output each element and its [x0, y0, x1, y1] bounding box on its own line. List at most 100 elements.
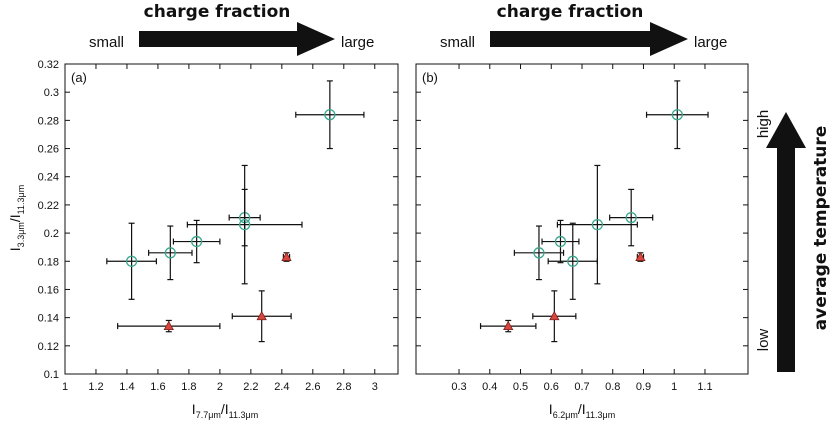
x-tick-label-b: 0.8 — [605, 381, 620, 393]
temperature-arrow — [766, 112, 806, 372]
triangle-point-b — [635, 251, 646, 262]
y-tick-label-a: 0.26 — [38, 144, 59, 156]
x-tick-label-b: 0.5 — [513, 381, 528, 393]
x-axis-label-b-sub2: 11.3μm — [586, 410, 616, 420]
y-tick-label-a: 0.18 — [38, 256, 59, 268]
low-label: low — [755, 329, 772, 352]
x-axis-label-b-slash: /I — [578, 401, 586, 417]
circle-point-b — [556, 164, 638, 285]
x-axis-label-b-sub1: 6.2μm — [553, 410, 578, 420]
x-tick-label-a: 2.4 — [274, 381, 289, 393]
x-axis-label-a-sub2: 11.3μm — [229, 410, 259, 420]
circle-marker — [125, 255, 138, 267]
x-axis-label-a-slash: /I — [221, 401, 229, 417]
large-label-b: large — [694, 34, 727, 51]
y-tick-label-a: 0.1 — [44, 369, 59, 381]
axis-ticks-b: 0.3 0.4 0.5 0.6 0.7 0.8 0.9 1 1.1 — [416, 63, 748, 393]
x-tick-label-a: 2.6 — [305, 381, 320, 393]
triangle-marker — [503, 320, 514, 330]
y-axis-label-a-slash: /I — [7, 214, 23, 222]
y-tick-label-a: 0.24 — [38, 172, 59, 184]
x-tick-label-b: 0.6 — [544, 381, 559, 393]
circle-point-b — [541, 219, 580, 264]
triangle-marker — [163, 320, 174, 330]
small-label-a: small — [89, 34, 124, 51]
circle-marker — [591, 218, 604, 231]
x-tick-label-a: 2.8 — [336, 381, 351, 393]
x-tick-label-a: 1 — [62, 381, 68, 393]
x-tick-label-a: 2.2 — [243, 381, 258, 393]
triangle-point-a — [281, 251, 292, 262]
x-axis-label-b: I6.2μm/I11.3μm — [549, 401, 615, 420]
circle-marker — [567, 255, 579, 267]
triangle-point-a — [117, 319, 221, 333]
x-tick-label-b: 1 — [671, 381, 677, 393]
circle-marker — [324, 109, 336, 121]
x-axis-label-b-main: I — [549, 401, 553, 417]
x-tick-label-b: 0.7 — [574, 381, 589, 393]
x-tick-label-b: 0.3 — [451, 381, 466, 393]
y-tick-label-a: 0.28 — [38, 115, 59, 127]
y-axis-label-a-sub2: 11.3μm — [16, 185, 26, 215]
y-tick-label-a: 0.2 — [44, 228, 59, 240]
x-tick-label-b: 1.1 — [697, 381, 712, 393]
panel-label-b: (b) — [422, 70, 438, 85]
circle-point-b — [547, 222, 598, 300]
y-tick-label-a: 0.16 — [38, 284, 59, 296]
x-tick-label-a: 2 — [217, 381, 223, 393]
circle-marker — [533, 247, 545, 259]
panel-label-a: (a) — [71, 70, 87, 85]
circle-marker — [191, 235, 203, 248]
panel-b: (b) 0.3 0.4 0.5 0.6 0.7 0.8 0.9 1 1.1 I6.2μm/I11… — [415, 63, 749, 420]
circle-marker — [671, 109, 683, 121]
circle-marker — [554, 235, 567, 248]
triangle-point-b — [532, 290, 577, 343]
circle-marker — [625, 211, 637, 224]
x-tick-label-a: 3 — [372, 381, 378, 393]
triangle-point-b — [479, 319, 537, 333]
triangle-point-a — [231, 290, 292, 343]
plot-frame-b — [415, 63, 749, 375]
circle-point-b — [513, 225, 565, 281]
y-axis-label-a: I3.3μm/I11.3μm — [7, 185, 26, 251]
average-temperature-label: average temperature — [811, 126, 830, 331]
y-tick-label-a: 0.14 — [38, 313, 59, 325]
circle-marker — [239, 218, 251, 231]
y-tick-label-a: 0.22 — [38, 200, 59, 212]
charge-fraction-annotation-a: charge fraction small large — [89, 2, 374, 56]
plot-frame-a — [64, 63, 399, 375]
charge-fraction-annotation-b: charge fraction small large — [440, 2, 727, 56]
panel-a: (a) 1 1.2 1.4 1.6 1.8 2 2.2 2.4 2.6 2.8 3 0.1 0.12 0.… — [7, 59, 399, 420]
circle-point-b — [645, 80, 709, 150]
circle-point-a — [295, 80, 365, 150]
data-marks-b — [479, 80, 709, 343]
triangle-marker — [256, 310, 267, 321]
circle-point-a — [186, 164, 303, 285]
circle-point-a — [106, 222, 157, 300]
y-axis-label-a-main: I — [7, 247, 23, 251]
x-tick-label-b: 0.4 — [482, 381, 497, 393]
x-axis-label-a-sub1: 7.7μm — [196, 410, 221, 420]
circle-marker — [164, 247, 176, 259]
x-axis-label-a: I7.7μm/I11.3μm — [192, 401, 258, 420]
circle-point-a — [148, 225, 193, 281]
small-label-b: small — [440, 34, 475, 51]
y-axis-label-a-sub1: 3.3μm — [16, 222, 26, 247]
y-tick-label-a: 0.3 — [44, 87, 59, 99]
charge-fraction-title-a: charge fraction — [144, 2, 291, 22]
x-tick-label-a: 1.6 — [150, 381, 165, 393]
triangle-marker — [281, 251, 292, 261]
high-label: high — [755, 110, 772, 138]
large-label-a: large — [341, 34, 374, 51]
charge-arrow-b — [490, 22, 688, 56]
y-tick-label-a: 0.32 — [38, 59, 59, 71]
axis-ticks-a: 1 1.2 1.4 1.6 1.8 2 2.2 2.4 2.6 2.8 3 0.1 0.12 0.14 0.… — [38, 59, 398, 393]
triangle-marker — [549, 310, 560, 321]
x-axis-label-a-main: I — [192, 401, 196, 417]
charge-arrow-a — [139, 22, 335, 56]
x-tick-label-a: 1.4 — [119, 381, 134, 393]
x-tick-label-a: 1.2 — [88, 381, 103, 393]
triangle-marker — [635, 251, 646, 261]
data-marks-a — [106, 80, 365, 343]
charge-fraction-title-b: charge fraction — [497, 2, 644, 22]
